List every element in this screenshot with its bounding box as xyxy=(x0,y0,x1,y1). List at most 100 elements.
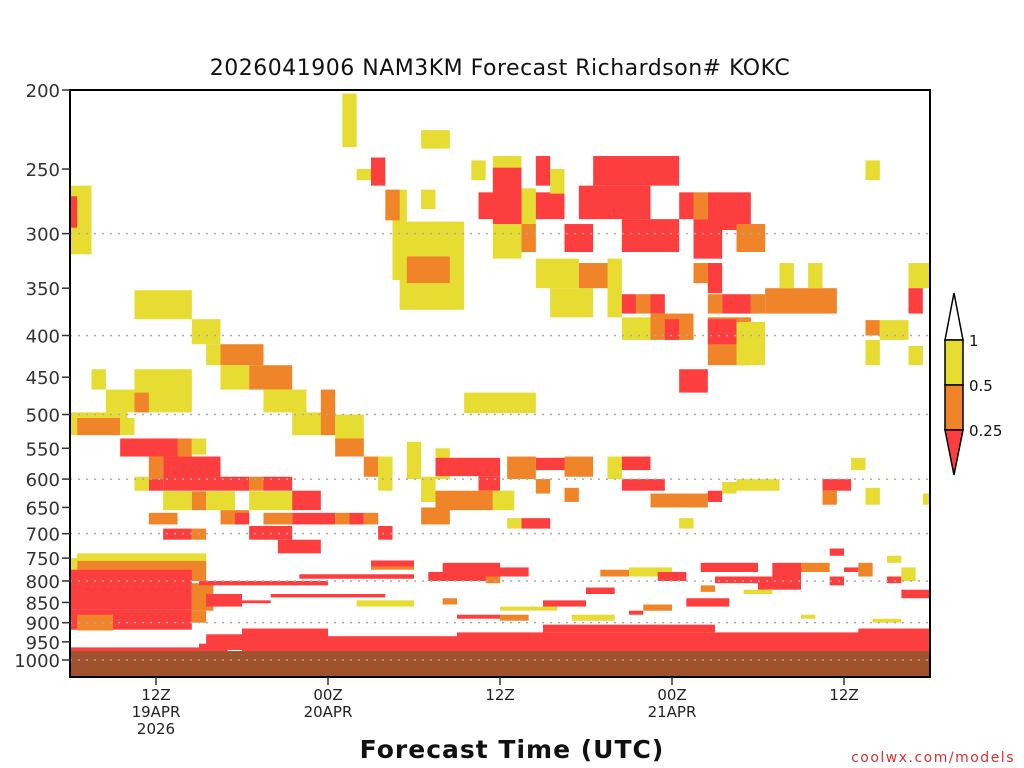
heatmap-cell xyxy=(77,553,207,563)
heatmap-cell xyxy=(700,585,715,592)
heatmap-cell xyxy=(263,512,293,525)
heatmap-cell xyxy=(693,219,723,259)
heatmap-cell xyxy=(421,189,436,210)
heatmap-cell xyxy=(829,548,844,556)
heatmap-cell xyxy=(335,414,364,439)
heatmap-cell xyxy=(593,156,680,186)
heatmap-cell xyxy=(163,528,192,540)
heatmap-cell xyxy=(492,156,522,168)
heatmap-cell xyxy=(213,600,271,604)
heatmap-cell xyxy=(686,598,730,607)
legend-label: 0.25 xyxy=(969,422,1002,440)
heatmap-cell xyxy=(378,526,393,540)
heatmap-cells xyxy=(70,93,930,677)
heatmap-cell xyxy=(148,512,178,525)
heatmap-cell xyxy=(722,482,737,494)
heatmap-cell xyxy=(342,93,357,148)
heatmap-cell xyxy=(564,456,594,477)
heatmap-cell xyxy=(829,576,844,586)
heatmap-cell xyxy=(191,438,207,455)
credit-link[interactable]: coolwx.com/models xyxy=(851,750,1015,766)
heatmap-cell xyxy=(478,476,500,491)
heatmap-cell xyxy=(191,610,207,623)
heatmap-cell xyxy=(707,294,723,314)
heatmap-cell xyxy=(607,456,622,480)
heatmap-cell xyxy=(220,476,250,491)
heatmap-cell xyxy=(765,288,837,314)
heatmap-cell xyxy=(621,479,665,491)
heatmap-cell xyxy=(148,479,164,491)
heatmap-cell xyxy=(70,196,78,228)
heatmap-cell xyxy=(70,412,128,422)
y-tick-label: 1000 xyxy=(14,651,60,672)
heatmap-cell xyxy=(657,572,687,581)
heatmap-cell xyxy=(70,418,78,436)
heatmap-cell xyxy=(299,574,414,579)
heatmap-cell xyxy=(586,587,615,595)
heatmap-cell xyxy=(707,263,723,294)
heatmap-cell xyxy=(621,456,651,471)
heatmap-cell xyxy=(134,476,149,491)
heatmap-cell xyxy=(371,566,414,570)
heatmap-cell xyxy=(621,317,651,340)
y-tick-label: 400 xyxy=(26,326,60,347)
y-tick-label: 750 xyxy=(26,549,60,570)
legend: 1 0.5 0.25 xyxy=(944,292,1002,476)
y-tick-label: 350 xyxy=(26,279,60,300)
heatmap-cell xyxy=(908,345,923,366)
heatmap-cell xyxy=(901,567,916,581)
heatmap-cell xyxy=(70,569,192,610)
x-tick-label: 12Z xyxy=(485,686,514,704)
y-tick-label: 950 xyxy=(26,633,60,654)
heatmap-cell xyxy=(736,479,780,491)
heatmap-cell xyxy=(91,369,106,390)
heatmap-cell xyxy=(851,457,866,471)
heatmap-cell xyxy=(120,418,135,436)
x-tick-label: 00Z xyxy=(657,686,686,704)
heatmap-cell xyxy=(629,567,672,577)
heatmap-cell xyxy=(621,294,637,314)
legend-swatch-orange xyxy=(944,384,964,431)
heatmap-cell xyxy=(543,600,586,607)
heatmap-cell xyxy=(442,562,500,581)
heatmap-cell xyxy=(621,219,680,253)
y-tick-label: 900 xyxy=(26,614,60,635)
heatmap-cell xyxy=(908,263,930,289)
heatmap-cell xyxy=(700,562,758,573)
heatmap-cell xyxy=(693,192,708,220)
heatmap-cell xyxy=(535,258,579,289)
legend-swatch-yellow xyxy=(944,339,964,386)
heatmap-cell xyxy=(521,224,536,253)
heatmap-cell xyxy=(356,169,371,181)
y-axis: 200 250 300 350 400 450 500 550 600 650 700 7508008… xyxy=(14,81,70,672)
heatmap-cell xyxy=(134,392,149,413)
heatmap-cell xyxy=(887,576,902,584)
heatmap-cell xyxy=(206,344,221,366)
heatmap-cell xyxy=(707,319,737,345)
heatmap-cell xyxy=(643,604,672,611)
heatmap-cell xyxy=(220,344,264,366)
heatmap-cell xyxy=(750,294,766,314)
heatmap-cell xyxy=(801,614,816,619)
heatmap-cell xyxy=(263,476,293,491)
legend-label: 0.5 xyxy=(969,377,993,395)
heatmap-cell xyxy=(263,389,307,413)
heatmap-cell xyxy=(371,560,414,567)
heatmap-cell xyxy=(485,576,500,584)
heatmap-cell xyxy=(349,512,364,525)
heatmap-cell xyxy=(664,319,680,340)
heatmap-cell xyxy=(270,594,386,598)
heatmap-cell xyxy=(500,614,529,621)
heatmap-cell xyxy=(464,392,536,414)
heatmap-cell xyxy=(600,569,629,577)
heatmap-cell xyxy=(421,130,450,149)
heatmap-cell xyxy=(206,594,242,607)
heatmap-cell xyxy=(500,567,529,577)
heatmap-cell xyxy=(191,491,207,511)
legend-over-triangle xyxy=(944,292,964,341)
heatmap-cell xyxy=(679,369,708,393)
heatmap-cell xyxy=(679,192,694,220)
heatmap-cell xyxy=(335,512,350,525)
y-tick-label: 800 xyxy=(26,572,60,593)
heatmap-cell xyxy=(242,628,328,652)
